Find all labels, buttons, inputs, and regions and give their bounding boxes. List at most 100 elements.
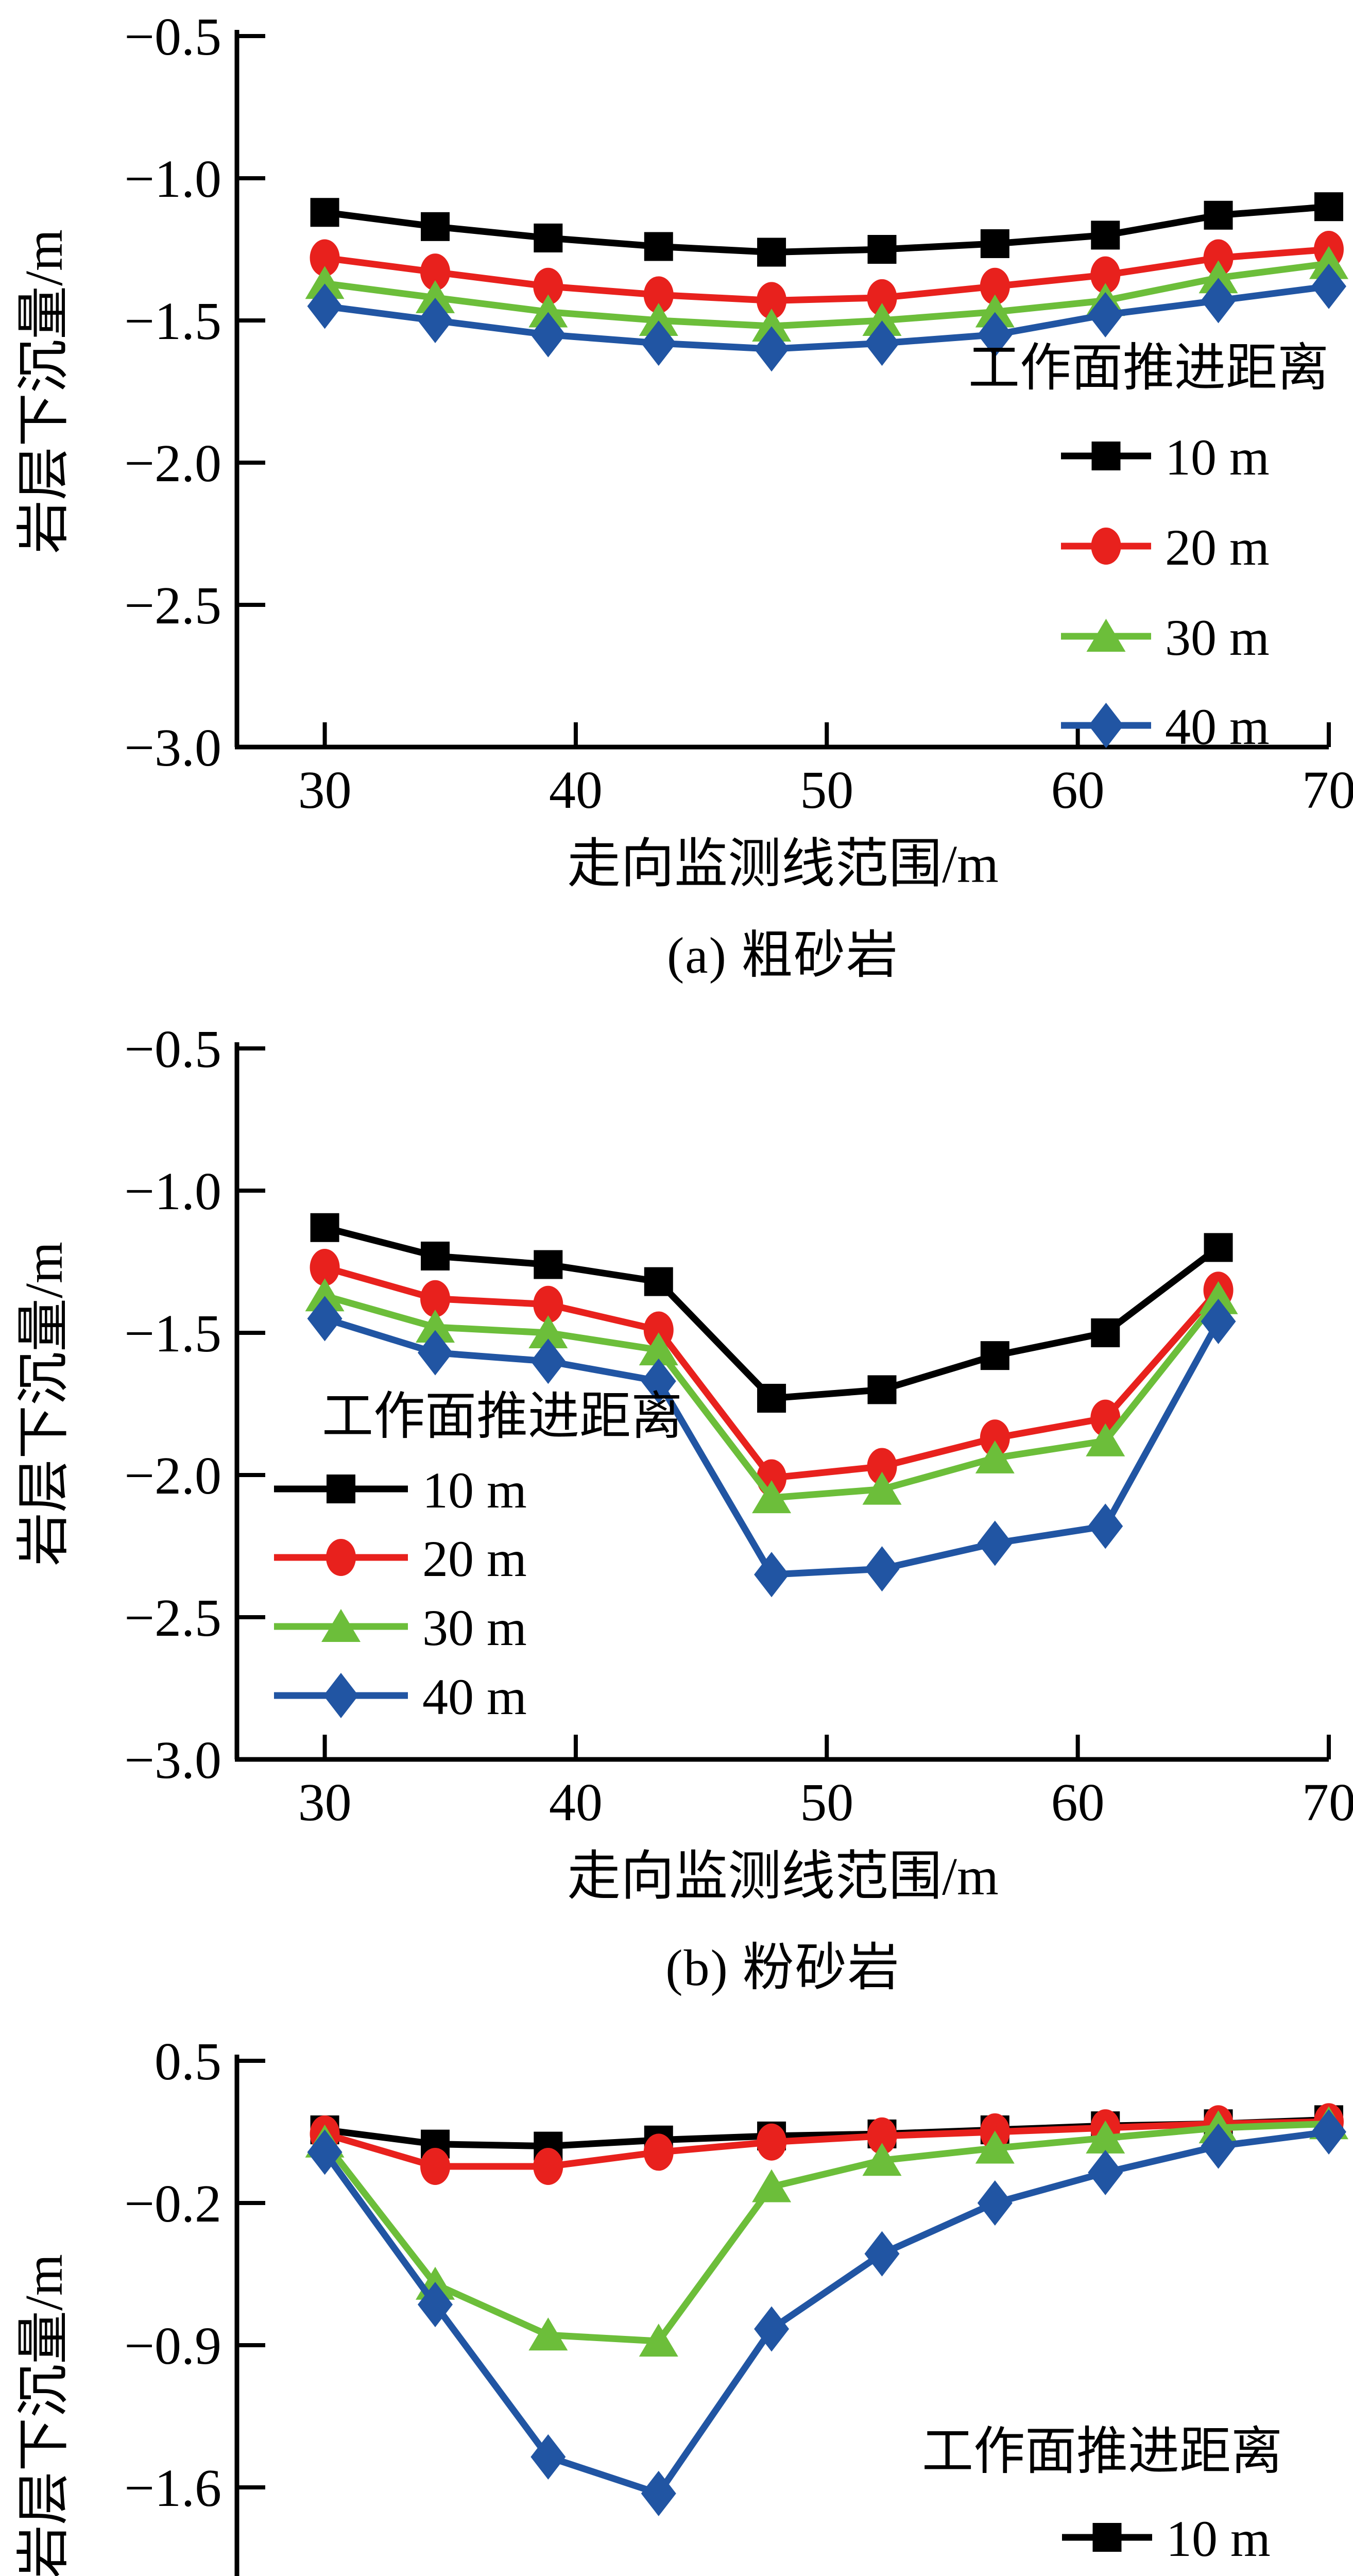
series-marker-40m xyxy=(530,2434,566,2480)
panel-a-caption: (a) 粗砂岩 xyxy=(667,927,899,984)
series-marker-40m xyxy=(530,1338,566,1384)
series-marker-30m xyxy=(1086,1423,1125,1456)
legend-item-10m: 10 m xyxy=(274,1462,527,1519)
y-tick-label: −0.5 xyxy=(124,1020,221,1079)
series-marker-40m xyxy=(1088,292,1123,337)
series-marker-40m xyxy=(1201,2123,1236,2169)
legend-label: 30 m xyxy=(422,1599,527,1656)
series-marker-20m xyxy=(980,1419,1010,1457)
series-marker-40m xyxy=(418,2282,453,2328)
x-tick-label: 70 xyxy=(1302,1773,1353,1832)
y-tick-label: −2.5 xyxy=(124,1588,221,1648)
legend-label: 30 m xyxy=(1165,609,1270,666)
series-line-20m xyxy=(323,2118,1329,2170)
series-marker-30m xyxy=(1086,2120,1125,2154)
series-marker-20m xyxy=(757,282,787,319)
legend-marker xyxy=(326,1539,356,1576)
y-tick-label: −0.9 xyxy=(124,2316,221,2376)
series-marker-30m xyxy=(305,266,345,299)
series-marker-10m xyxy=(534,1250,563,1279)
x-tick-label: 30 xyxy=(298,1773,352,1832)
series-marker-10m xyxy=(1314,192,1343,222)
series-marker-30m xyxy=(752,2169,792,2202)
chart-b-canvas: −0.5 −1.0 −1.5 −2.0 −2.5 −3.0 30 40 50 60 70 岩层下沉量/… xyxy=(14,1020,1353,1906)
series-marker-40m xyxy=(1088,1503,1123,1549)
series-marker-10m xyxy=(867,1375,897,1404)
series-marker-20m xyxy=(533,1285,563,1323)
series-marker-40m xyxy=(307,1296,342,1342)
series-marker-20m xyxy=(310,1249,340,1286)
series-marker-30m xyxy=(528,2317,568,2351)
legend-marker xyxy=(1091,442,1121,470)
series-marker-30m xyxy=(1198,260,1238,294)
legend-item-40m: 40 m xyxy=(1061,698,1270,755)
chart-c-canvas: 0.5−0.2−0.9−1.6−2.3−3.03040506070岩层下沉量/m… xyxy=(14,2032,1348,2576)
series-marker-30m xyxy=(639,2324,678,2357)
series-marker-20m xyxy=(867,279,897,316)
y-axis-title: 岩层下沉量/m xyxy=(14,1242,74,1566)
series-marker-20m xyxy=(980,267,1010,305)
series-marker-40m xyxy=(864,2231,900,2277)
legend-title: 工作面推进距离 xyxy=(922,2423,1282,2480)
y-tick-label: −2.0 xyxy=(124,1446,221,1505)
series-marker-40m xyxy=(307,2129,342,2175)
series-marker-10m xyxy=(757,238,786,267)
x-tick-label: 40 xyxy=(549,1773,603,1832)
series-marker-40m xyxy=(418,1330,453,1376)
series-marker-20m xyxy=(757,2123,787,2161)
legend-marker xyxy=(1088,703,1124,748)
series-marker-20m xyxy=(420,1280,451,1317)
series-marker-20m xyxy=(533,2148,563,2185)
series-marker-30m xyxy=(1309,246,1348,279)
series-marker-20m xyxy=(1090,256,1121,294)
series-marker-10m xyxy=(534,223,563,252)
x-axis-title: 走向监测线范围/m xyxy=(567,1847,999,1906)
series-line-10m xyxy=(323,1224,1221,1402)
x-tick-label: 50 xyxy=(800,760,853,820)
y-tick-label: −2.0 xyxy=(124,434,221,493)
series-marker-10m xyxy=(1204,200,1233,230)
series-line-10m xyxy=(324,203,1329,256)
series-marker-40m xyxy=(1201,1298,1236,1344)
series-marker-40m xyxy=(864,1546,900,1592)
series-marker-10m xyxy=(980,1341,1009,1370)
series-marker-10m xyxy=(980,229,1009,258)
y-tick-label: −1.0 xyxy=(124,149,221,209)
series-marker-40m xyxy=(1201,278,1236,324)
series-marker-20m xyxy=(533,267,563,305)
series-marker-30m xyxy=(528,1315,568,1348)
series-marker-40m xyxy=(641,320,676,366)
legend-label: 20 m xyxy=(1165,519,1270,576)
series-marker-30m xyxy=(752,309,792,342)
series-marker-40m xyxy=(754,326,790,372)
y-tick-label: 0.5 xyxy=(155,2032,221,2091)
series-marker-40m xyxy=(641,2470,676,2516)
series-line-40m xyxy=(324,283,1329,352)
series-marker-20m xyxy=(643,2133,674,2171)
legend-marker xyxy=(323,1673,358,1718)
legend-item-30m: 30 m xyxy=(1061,609,1270,666)
legend-item-10m: 10 m xyxy=(1061,429,1270,486)
series-marker-40m xyxy=(1311,263,1346,309)
series-marker-40m xyxy=(754,2306,790,2352)
series-marker-30m xyxy=(528,294,568,328)
legend-label: 10 m xyxy=(422,1462,527,1519)
series-marker-30m xyxy=(639,1332,678,1366)
series-marker-20m xyxy=(867,1448,897,1485)
y-tick-label: −1.6 xyxy=(124,2459,221,2518)
legend-marker xyxy=(321,1609,361,1642)
series-marker-30m xyxy=(1198,1281,1238,1314)
series-marker-40m xyxy=(977,312,1013,358)
series-marker-20m xyxy=(643,276,674,314)
series-marker-10m xyxy=(644,1267,673,1296)
x-tick-label: 60 xyxy=(1051,760,1105,820)
y-tick-label: −1.5 xyxy=(124,292,221,351)
y-tick-label: −0.5 xyxy=(124,7,221,66)
series-marker-30m xyxy=(639,303,678,336)
series-marker-10m xyxy=(757,1383,786,1413)
series-marker-10m xyxy=(1091,1318,1120,1347)
x-tick-label: 50 xyxy=(800,1773,853,1832)
y-tick-label: −1.5 xyxy=(124,1304,221,1363)
legend-item-30m: 30 m xyxy=(274,1599,527,1656)
series-marker-40m xyxy=(641,1358,676,1404)
